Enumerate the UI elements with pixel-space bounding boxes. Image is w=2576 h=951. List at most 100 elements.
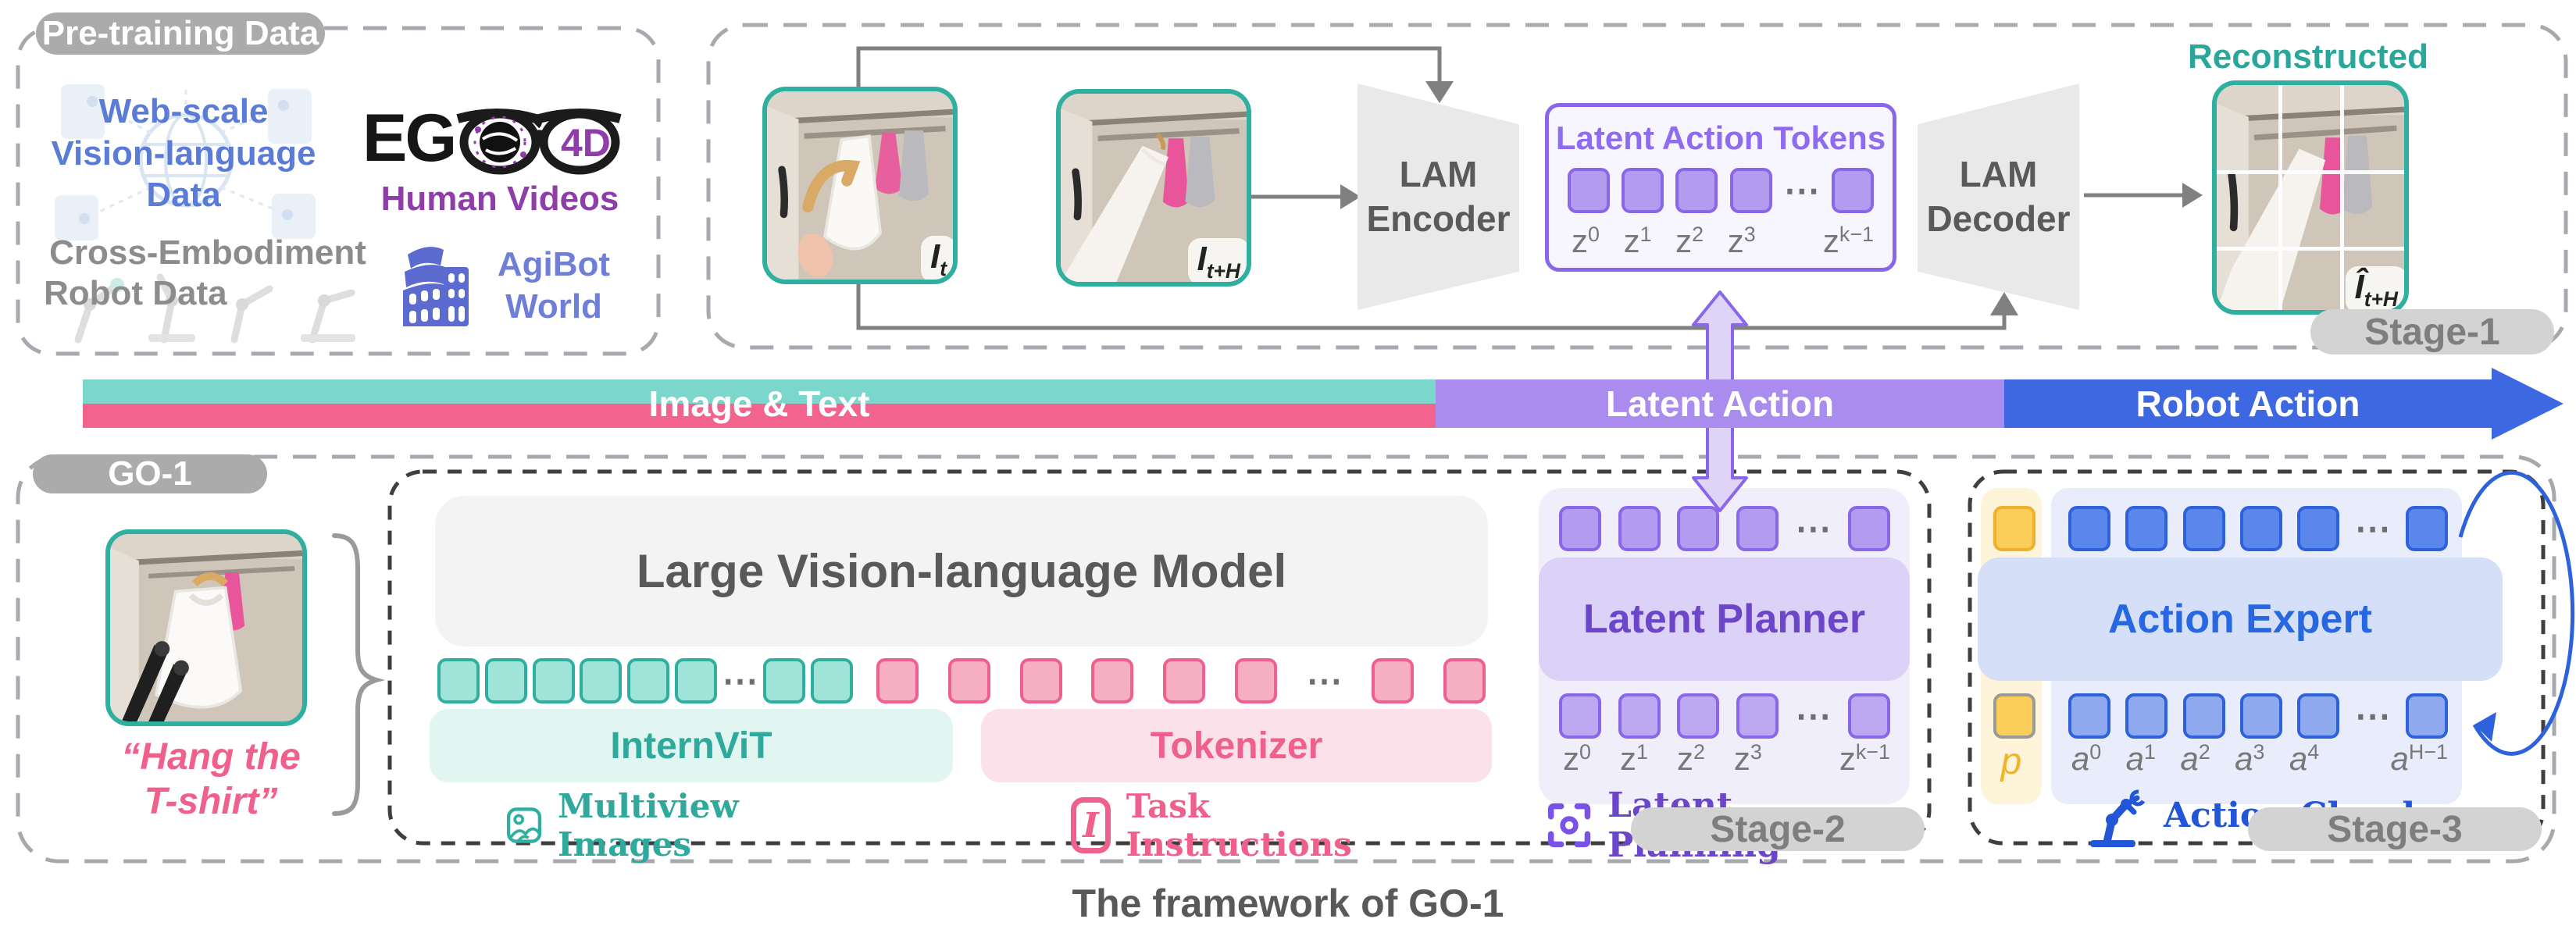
vision-token	[484, 658, 527, 703]
observation-image-ith: It+H	[1056, 89, 1251, 287]
latent-token	[1675, 168, 1718, 213]
action-output-token-row: ⋯	[2068, 693, 2448, 739]
bar-latent-action-segment: Latent Action	[1436, 379, 2004, 428]
web-network-icon	[55, 84, 316, 240]
latent-token	[1831, 168, 1874, 213]
stage3-pill: Stage-3	[2248, 807, 2542, 851]
robot-arms-icon	[74, 273, 355, 344]
text-token	[1163, 658, 1205, 703]
text-token	[1234, 658, 1277, 703]
tokenizer-block: Tokenizer	[981, 709, 1492, 782]
reconstructed-image: Ît+H	[2212, 80, 2409, 315]
bar-teal-stripe	[83, 379, 1436, 404]
ellipsis: ⋯	[1795, 508, 1832, 549]
text-token	[1443, 658, 1486, 703]
internvit-block: InternViT	[430, 709, 953, 782]
vision-token	[674, 658, 717, 703]
arrowhead-down-icon	[1425, 81, 1454, 103]
latent-token	[1559, 506, 1601, 551]
lvm-block: Large Vision-language Model	[435, 496, 1488, 646]
stage2-pill: Stage-2	[1631, 807, 1925, 851]
multiview-images-icon	[506, 807, 542, 843]
multiview-caption: Multiview Images	[506, 787, 761, 864]
robot-arm-icon	[2089, 789, 2146, 847]
latent-planning-icon	[1547, 803, 1591, 848]
action-token	[2068, 506, 2110, 551]
agibot-world-label: AgiBot World	[497, 245, 611, 326]
grid-line	[2340, 85, 2345, 310]
action-token	[2297, 693, 2340, 739]
grid-line	[2217, 247, 2404, 251]
it-to-encoder-line	[856, 46, 1442, 90]
observation-image-it: It	[762, 87, 958, 284]
action-token	[2182, 693, 2225, 739]
planner-input-token-row: ⋯	[1559, 506, 1890, 551]
action-input-token-row: ⋯	[2068, 506, 2448, 551]
text-token	[1372, 658, 1415, 703]
bar-robot-action-segment: Robot Action	[2004, 379, 2492, 428]
cross-embodiment-label: Cross-Embodiment Robot Data	[44, 233, 366, 312]
ellipsis: ⋯	[2354, 508, 2391, 549]
action-token	[2068, 693, 2110, 739]
bar-arrowhead-icon	[2492, 368, 2564, 440]
latent-token	[1559, 693, 1601, 739]
figure-caption: The framework of GO-1	[1072, 882, 1504, 925]
ellipsis: ⋯	[1306, 661, 1343, 701]
action-token	[2125, 693, 2168, 739]
lam-encoder-block: LAM Encoder	[1358, 84, 1519, 310]
action-token	[2239, 506, 2282, 551]
latent-token	[1847, 506, 1890, 551]
proprio-label: p	[2000, 741, 2022, 782]
it-to-decoder-line	[856, 283, 2007, 330]
latent-token	[1677, 506, 1720, 551]
action-token	[2405, 506, 2448, 551]
latent-token	[1677, 693, 1720, 739]
vision-token	[437, 658, 480, 703]
vision-token	[580, 658, 623, 703]
image-label-ith: It+H	[1187, 238, 1247, 282]
vision-token	[811, 658, 853, 703]
stage1-pill: Stage-1	[2310, 309, 2554, 354]
go1-box-border	[16, 454, 2556, 864]
action-token	[2239, 693, 2282, 739]
wardrobe-photo-recon	[2217, 85, 2404, 310]
latent-token	[1618, 693, 1661, 739]
latent-token-row: ⋯	[1568, 168, 1874, 213]
text-token	[947, 658, 990, 703]
grid-line	[2278, 85, 2283, 310]
bar-image-text-segment: Image & Text	[83, 379, 1436, 428]
action-token	[2297, 506, 2340, 551]
ego4d-eg-text: EG	[362, 101, 457, 176]
vision-token	[763, 658, 806, 703]
latent-token	[1729, 168, 1772, 213]
latent-planner-block: Latent Planner	[1539, 557, 1910, 681]
colosseum-icon	[403, 247, 469, 326]
latent-token	[1568, 168, 1610, 213]
vision-token-row: ⋯	[437, 658, 853, 703]
ellipsis: ⋯	[1783, 170, 1820, 211]
vision-token	[532, 658, 575, 703]
wardrobe-photo-go1	[110, 534, 302, 721]
ego4d-logo: EG 4D	[362, 100, 626, 177]
image-label-it: It	[920, 236, 953, 280]
ellipsis: ⋯	[722, 661, 758, 701]
latent-token	[1622, 168, 1664, 213]
task-instructions-label: Task Instructions	[1126, 787, 1352, 864]
reconstructed-title: Reconstructed	[2187, 37, 2429, 76]
curly-brace	[332, 533, 386, 816]
stage1-box-border	[706, 23, 2568, 350]
web-scale-data-label: Web-scale Vision-language Data	[51, 92, 316, 215]
bar-pink-stripe	[83, 404, 1436, 428]
action-expert-block: Action Expert	[1978, 557, 2503, 681]
task-instruction-quote: “Hang the T-shirt”	[121, 736, 301, 822]
bar-image-text-label: Image & Text	[648, 383, 870, 424]
task-instructions-icon: I	[1071, 797, 1111, 853]
action-token	[2125, 506, 2168, 551]
latent-token	[1736, 506, 1779, 551]
